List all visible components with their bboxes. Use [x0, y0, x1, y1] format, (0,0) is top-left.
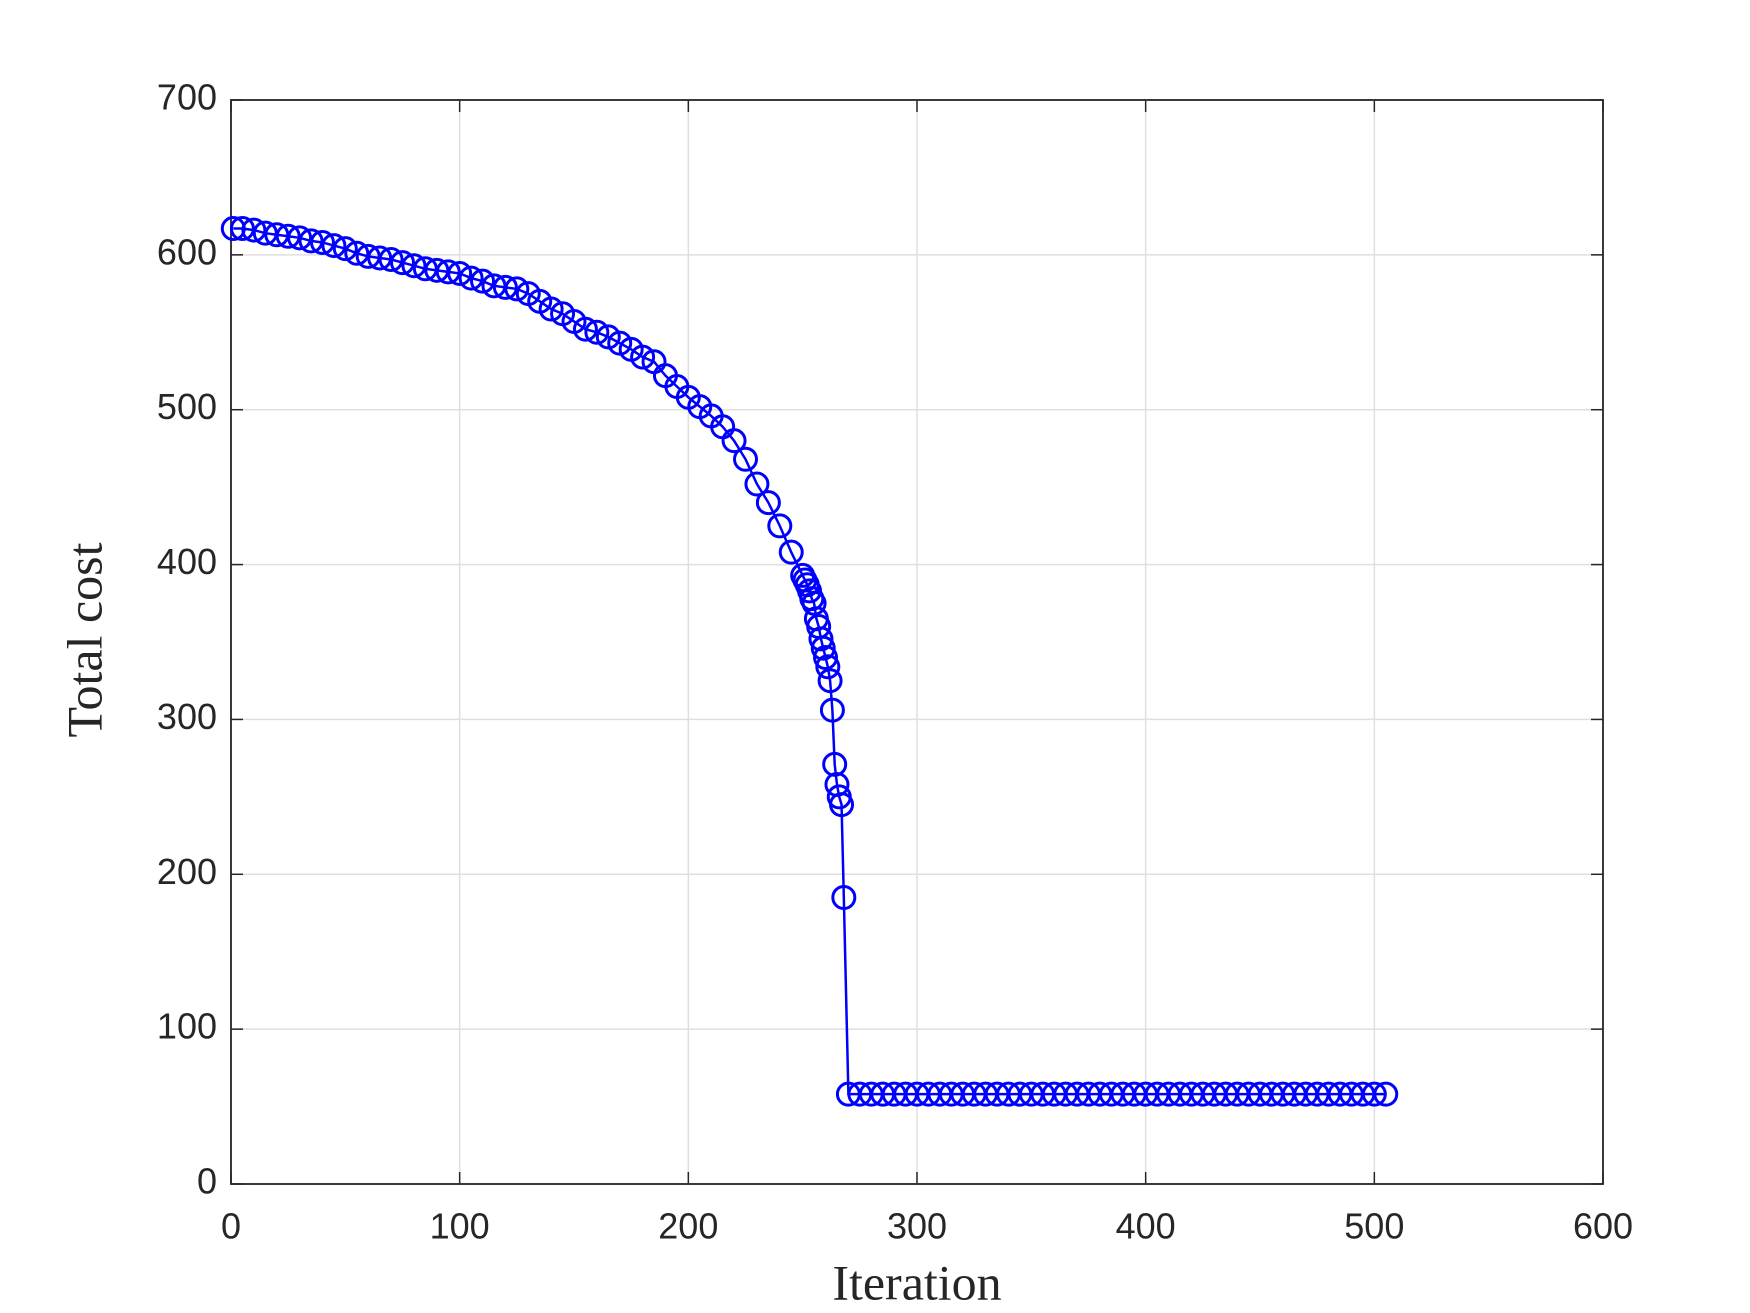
data-point [241, 217, 267, 243]
y-tick-label: 400 [157, 541, 217, 582]
x-tick-label: 200 [658, 1206, 718, 1247]
data-point [817, 668, 843, 694]
data-point [778, 539, 804, 565]
y-tick-label: 600 [157, 231, 217, 272]
x-tick-label: 0 [221, 1206, 241, 1247]
data-point [630, 344, 656, 370]
y-tick-label: 0 [197, 1161, 217, 1202]
data-point [367, 245, 393, 271]
data-point [1373, 1081, 1399, 1107]
data-point [287, 225, 313, 251]
data-point [767, 513, 793, 539]
data-point [344, 240, 370, 266]
data-point [298, 228, 324, 254]
y-tick-label: 500 [157, 386, 217, 427]
data-point [401, 253, 427, 279]
data-point [504, 276, 530, 302]
data-point [470, 268, 496, 294]
data-point [819, 697, 845, 723]
data-point [822, 751, 848, 777]
data-point [744, 471, 770, 497]
data-point [447, 260, 473, 286]
data-point [831, 885, 857, 911]
data-point [808, 626, 834, 652]
data-point [584, 319, 610, 345]
data-point [390, 250, 415, 276]
y-tick-label: 700 [157, 77, 217, 118]
data-point [309, 229, 335, 255]
data-point [733, 446, 758, 472]
y-axis-label: Total cost [56, 542, 112, 737]
y-tick-label: 200 [157, 851, 217, 892]
data-point [813, 644, 839, 670]
x-tick-label: 400 [1116, 1206, 1176, 1247]
y-tick-label: 100 [157, 1006, 217, 1047]
plot-frame [230, 99, 1604, 1185]
data-point [538, 296, 564, 322]
data-point [1361, 1081, 1387, 1107]
data-point [815, 654, 841, 680]
data-point [829, 792, 855, 818]
x-tick-label: 600 [1573, 1206, 1633, 1247]
data-point [458, 265, 484, 291]
data-point [378, 247, 404, 273]
data-point [755, 490, 781, 516]
data-point [435, 259, 461, 285]
x-axis-label: Iteration [832, 1254, 1001, 1310]
data-point [572, 316, 598, 342]
data-point [721, 428, 747, 454]
data-point [332, 236, 358, 262]
data-point [810, 635, 836, 661]
data-point [492, 274, 518, 300]
x-tick-label: 100 [430, 1206, 490, 1247]
x-tick-label: 300 [887, 1206, 947, 1247]
data-point [275, 223, 301, 249]
x-tick-label: 500 [1344, 1206, 1404, 1247]
data-point [321, 233, 347, 259]
data-point [801, 590, 827, 616]
y-tick-label: 300 [157, 696, 217, 737]
data-point [229, 216, 255, 242]
